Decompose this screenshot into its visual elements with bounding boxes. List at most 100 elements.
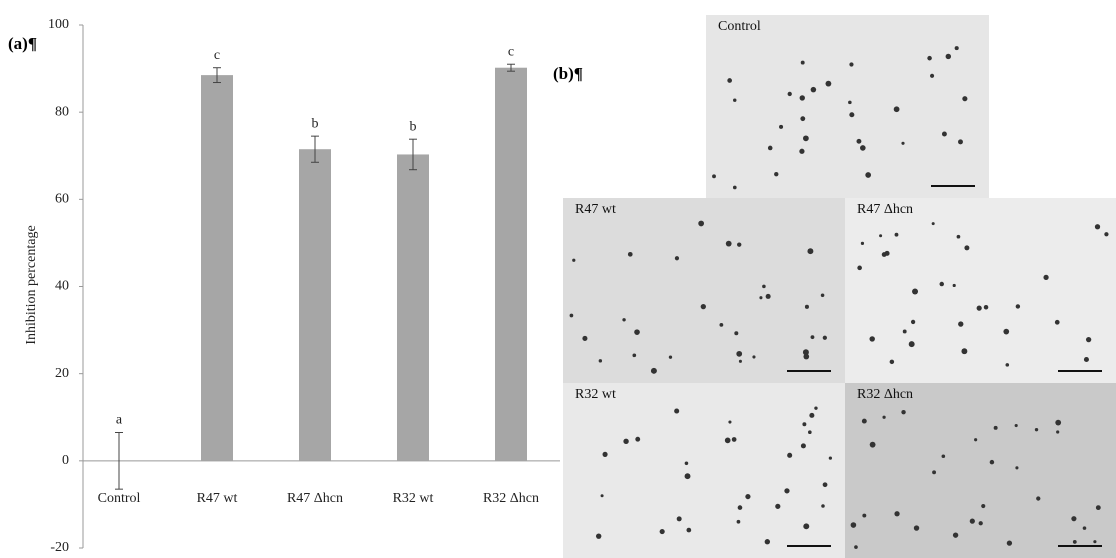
spore <box>732 437 737 442</box>
spore <box>957 235 961 239</box>
spore <box>869 336 874 341</box>
x-tick-label: R32 Δhcn <box>483 491 539 506</box>
spore <box>726 241 732 247</box>
y-axis-label: Inhibition percentage <box>24 225 39 344</box>
y-tick-label: 80 <box>55 104 69 119</box>
spore <box>962 96 967 101</box>
spore <box>829 456 832 459</box>
spore <box>808 430 812 434</box>
spore <box>1073 540 1077 544</box>
image-label: R32 wt <box>575 387 616 402</box>
spore <box>857 266 862 271</box>
significance-letter: b <box>312 116 319 131</box>
spore <box>977 306 982 311</box>
spore <box>890 360 895 365</box>
spore <box>1007 540 1012 545</box>
spore <box>734 331 738 335</box>
spore <box>572 259 575 262</box>
spore <box>635 437 640 442</box>
spore <box>651 368 657 374</box>
spore <box>737 242 741 246</box>
spore <box>759 296 762 299</box>
spore <box>1055 320 1060 325</box>
spore <box>942 454 946 458</box>
spore <box>870 442 876 448</box>
spore <box>1043 275 1048 280</box>
bar <box>397 154 429 460</box>
x-tick-label: R47 Δhcn <box>287 491 343 506</box>
spore <box>894 106 900 112</box>
spore <box>787 453 792 458</box>
spore <box>765 539 770 544</box>
micrograph <box>845 383 1116 558</box>
spore <box>970 519 975 524</box>
spore <box>879 234 882 237</box>
x-tick-label: Control <box>98 491 141 506</box>
spore <box>698 221 704 227</box>
spore <box>669 355 672 358</box>
spore <box>632 353 636 357</box>
spore <box>974 438 977 441</box>
spore <box>865 172 871 178</box>
spore <box>994 426 998 430</box>
spore <box>660 529 665 534</box>
spore <box>768 146 773 151</box>
spore <box>882 252 887 257</box>
spore <box>805 305 809 309</box>
spore <box>821 294 825 298</box>
y-tick-label: 60 <box>55 192 69 207</box>
spore <box>821 504 825 508</box>
spore <box>903 330 907 334</box>
spore <box>570 314 574 318</box>
spore <box>628 252 633 257</box>
spore <box>809 413 814 418</box>
spore <box>914 525 919 530</box>
significance-letter: c <box>214 48 220 63</box>
spore <box>803 349 809 355</box>
spore <box>733 98 736 101</box>
spore <box>1015 424 1018 427</box>
spore <box>1083 526 1087 530</box>
spore <box>1035 428 1038 431</box>
image-label: Control <box>718 19 761 34</box>
significance-letter: a <box>116 413 123 428</box>
spore <box>685 473 691 479</box>
spore <box>932 222 935 225</box>
spore <box>634 329 640 335</box>
spore <box>811 335 815 339</box>
spore <box>849 62 853 66</box>
spore <box>802 422 806 426</box>
spore <box>912 288 918 294</box>
spore <box>1016 304 1020 308</box>
spore <box>901 410 905 414</box>
spore <box>862 514 866 518</box>
spore <box>1095 224 1100 229</box>
spore <box>849 112 854 117</box>
spore <box>955 46 959 50</box>
spore <box>953 284 956 287</box>
y-tick-label: 0 <box>62 453 69 468</box>
spore <box>752 355 755 358</box>
spore <box>800 95 805 100</box>
spore <box>738 505 743 510</box>
spore <box>1005 363 1009 367</box>
spore <box>946 54 951 59</box>
spore <box>1104 232 1108 236</box>
spore <box>601 494 604 497</box>
spore <box>582 336 587 341</box>
micrograph <box>706 15 989 198</box>
spore <box>766 294 771 299</box>
spore <box>981 504 985 508</box>
spore <box>800 116 805 121</box>
spore <box>823 336 827 340</box>
y-tick-label: -20 <box>50 540 69 555</box>
spore <box>622 318 625 321</box>
spore <box>901 142 904 145</box>
spore <box>882 416 885 419</box>
bar <box>495 68 527 461</box>
spore <box>862 419 867 424</box>
spore <box>803 523 809 529</box>
spore <box>1071 516 1076 521</box>
spore <box>1086 337 1091 342</box>
micrograph <box>563 383 845 558</box>
